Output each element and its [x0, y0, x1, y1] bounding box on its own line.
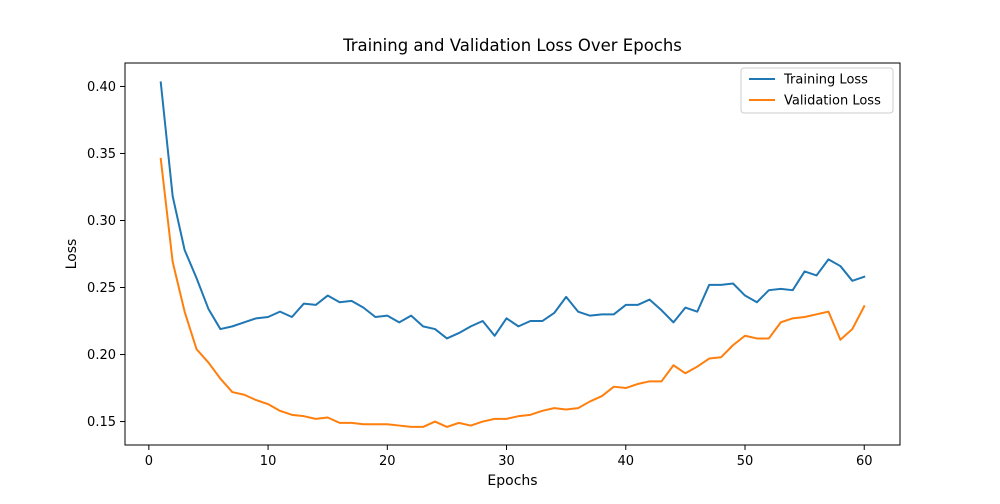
y-tick-label: 0.15 [87, 415, 116, 430]
plot-frame [124, 62, 901, 446]
y-tick-label: 0.20 [87, 348, 116, 363]
series-line-training-loss [159, 81, 866, 340]
legend-box [740, 67, 894, 114]
series-line-validation-loss [159, 157, 866, 428]
y-axis-label: Loss [64, 239, 80, 270]
legend: Training Loss Validation Loss [740, 67, 894, 114]
legend-entry-label: Training Loss [783, 73, 868, 88]
plot-area: 0 10 20 30 40 50 60 0.15 0.20 0.25 0.30 0.35 0.40 [87, 62, 901, 469]
y-tick-label: 0.30 [87, 214, 116, 229]
chart-title: Training and Validation Loss Over Epochs [342, 36, 682, 55]
y-tick-label: 0.40 [87, 80, 116, 95]
x-axis-label: Epochs [487, 473, 537, 489]
x-tick-label: 60 [856, 454, 873, 469]
x-tick-label: 40 [617, 454, 634, 469]
y-tick-label: 0.35 [87, 147, 116, 162]
x-tick-label: 20 [379, 454, 396, 469]
x-tick-label: 50 [737, 454, 754, 469]
legend-entry-label: Validation Loss [784, 94, 881, 109]
x-tick-label: 0 [145, 454, 153, 469]
y-tick-label: 0.25 [87, 281, 116, 296]
x-tick-label: 10 [260, 454, 277, 469]
x-tick-label: 30 [498, 454, 515, 469]
